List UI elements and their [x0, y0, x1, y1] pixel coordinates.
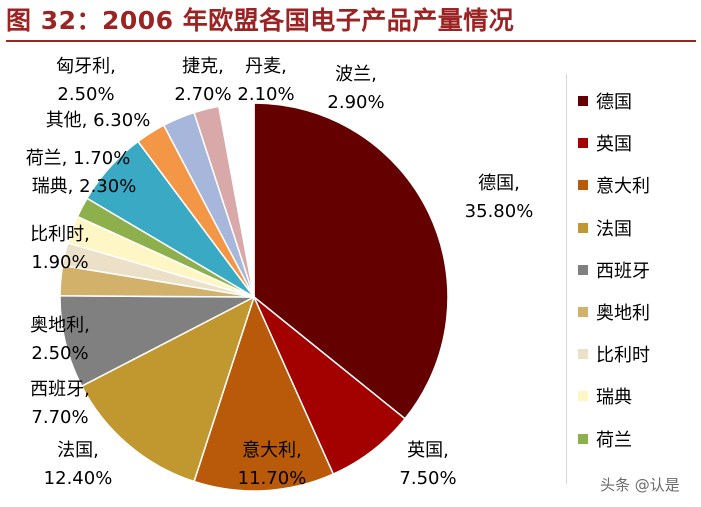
legend-label: 英国 [596, 134, 632, 156]
chart-title: 图 32：2006 年欧盟各国电子产品产量情况 [6, 6, 515, 35]
slice-label-13: 丹麦, 2.10% [237, 56, 294, 105]
legend-item: 意大利 [578, 170, 688, 200]
legend-swatch [578, 180, 588, 191]
slice-label-7: 比利时, 1.90% [30, 224, 90, 273]
slice-label-14: 波兰, 2.90% [327, 64, 384, 113]
pie-slice-14 [217, 102, 255, 298]
watermark: 头条 @认是 [600, 476, 680, 494]
slice-label-10: 其他, 6.30% [46, 110, 151, 131]
title-divider [6, 40, 696, 42]
legend-label: 瑞典 [596, 387, 632, 409]
pie-slice-5 [59, 295, 255, 388]
legend-label: 奥地利 [596, 303, 650, 324]
pie-slice-1 [253, 102, 449, 420]
legend-swatch [578, 138, 588, 149]
legend-swatch [578, 307, 588, 317]
legend-item: 法国 [578, 213, 688, 243]
legend-label: 意大利 [596, 176, 650, 198]
slice-label-6: 奥地利, 2.50% [30, 315, 90, 364]
pie-slice-4 [80, 295, 256, 483]
legend-swatch [578, 264, 588, 275]
legend-label: 西班牙 [596, 260, 650, 282]
legend-item: 瑞典 [578, 381, 688, 411]
legend-item: 西班牙 [578, 255, 688, 285]
slice-label-11: 匈牙利, 2.50% [56, 56, 116, 105]
chart-legend: 德国英国意大利法国西班牙奥地利比利时瑞典荷兰 [578, 86, 688, 476]
slice-label-8: 瑞典, 2.30% [32, 176, 137, 197]
legend-swatch [578, 433, 588, 444]
legend-item: 英国 [578, 128, 688, 158]
pie-slices [59, 102, 449, 492]
legend-label: 比利时 [596, 345, 650, 367]
legend-swatch [578, 391, 588, 402]
slice-label-3: 意大利, 11.70% [238, 440, 307, 489]
legend-item: 比利时 [578, 339, 688, 369]
slice-label-12: 捷克, 2.70% [174, 56, 231, 105]
slice-label-2: 英国, 7.50% [399, 440, 456, 489]
slice-labels: 德国, 35.80% 英国, 7.50% 意大利, 11.70% 法国, 12.40% 西班牙,… [26, 56, 534, 489]
legend-swatch [578, 222, 588, 233]
legend-item: 奥地利 [578, 297, 688, 327]
legend-swatch [578, 96, 588, 106]
legend-label: 德国 [596, 92, 632, 113]
slice-label-1: 德国, 35.80% [465, 173, 534, 222]
legend-frame [566, 74, 695, 484]
legend-swatch [578, 349, 588, 360]
legend-item: 荷兰 [578, 424, 688, 454]
legend-item: 德国 [578, 86, 688, 116]
pie-slice-3 [193, 294, 335, 492]
slice-label-9: 荷兰, 1.70% [26, 148, 131, 169]
legend-label: 法国 [596, 218, 632, 240]
legend-label: 荷兰 [596, 429, 632, 451]
slice-label-4: 法国, 12.40% [44, 440, 113, 489]
slice-label-5: 西班牙, 7.70% [30, 379, 90, 428]
